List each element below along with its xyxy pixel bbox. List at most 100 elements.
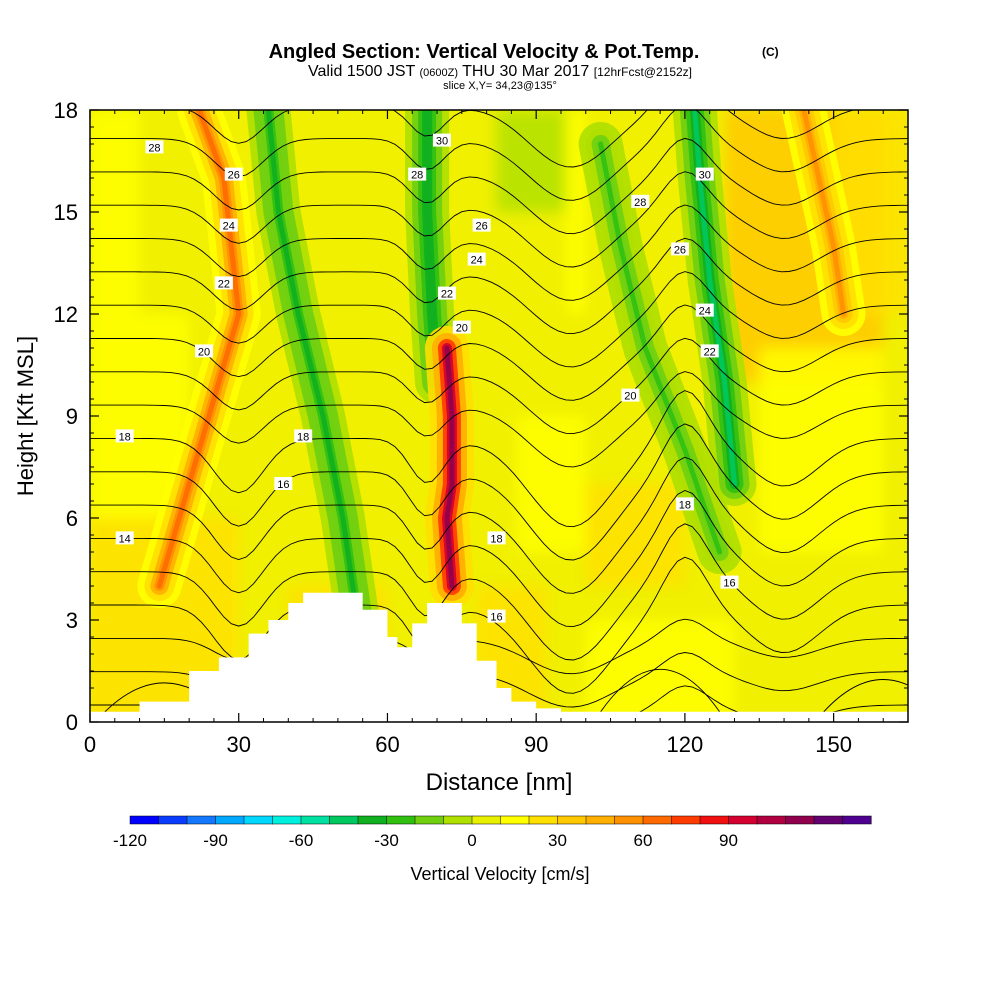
velocity-band-layer: [265, 110, 361, 623]
isentrope-label: 22: [437, 286, 456, 301]
colorbar-swatch: [642, 815, 673, 825]
colorbar-tick-label: 30: [548, 831, 567, 850]
y-tick-label: 18: [54, 98, 78, 123]
isentrope-line: [90, 271, 908, 368]
isentrope-label-bg: [214, 276, 233, 290]
isentrope-label: 18: [675, 497, 694, 511]
valid-time-line: Valid 1500 JST (0600Z) THU 30 Mar 2017 […: [308, 63, 692, 80]
isentrope-label-text: 20: [198, 346, 210, 358]
x-tick-label: 30: [226, 732, 250, 757]
colorbar-swatch: [186, 815, 217, 825]
velocity-patch: [585, 484, 685, 586]
colorbar-swatch: [471, 815, 502, 825]
colorbar-swatch: [300, 815, 331, 825]
isentrope-label-bg: [274, 477, 293, 490]
isentrope-line: [90, 423, 908, 561]
y-tick-label: 0: [66, 710, 78, 735]
colorbar-swatch: [756, 815, 787, 825]
isentrope-line: [90, 171, 908, 268]
colorbar-swatch: [842, 815, 872, 825]
isentrope-label-text: 16: [277, 479, 289, 491]
isentrope-label-text: 28: [148, 142, 160, 154]
colorbar-tick-label: -90: [203, 831, 228, 850]
colorbar-swatch: [443, 815, 473, 825]
isentrope-label: 24: [467, 252, 486, 267]
isentrope-line: [600, 668, 720, 713]
isentrope-labels: 28 26 24 22 20 18 18 16 14 30 28 26 24 22 20 18 16 30 28 26…: [115, 133, 739, 624]
y-tick-label: 9: [66, 404, 78, 429]
isentrope-label-text: 30: [436, 136, 448, 148]
colorbar-tick-label: -60: [289, 831, 314, 850]
isentrope-label-text: 26: [228, 170, 240, 182]
isentrope-line: [90, 371, 908, 468]
isentrope-line: [90, 337, 908, 435]
isentrope-label: 20: [195, 344, 214, 358]
isentrope-label: 28: [145, 140, 164, 154]
colorbar-swatch: [500, 815, 530, 825]
isentrope-label: 16: [720, 575, 739, 590]
isentrope-label-text: 28: [634, 197, 646, 209]
colorbar-swatch: [329, 815, 359, 825]
colorbar-swatch: [528, 815, 559, 825]
chart-title-mark: (C): [762, 45, 779, 59]
isentrope-label-text: 24: [699, 306, 711, 318]
isentrope-label-text: 26: [674, 244, 686, 256]
negative-velocity-band: [578, 122, 742, 574]
isentrope-label-bg: [695, 303, 714, 317]
isentrope-label-text: 18: [490, 533, 502, 545]
colorbar-tick-label: 60: [634, 831, 653, 850]
isentrope-label: 30: [695, 167, 714, 182]
y-tick-label: 15: [54, 200, 78, 225]
isentrope-line: [90, 523, 908, 661]
isentrope-label-text: 20: [456, 323, 468, 335]
isentrope-line: [90, 490, 908, 628]
isentrope-label-bg: [700, 344, 719, 358]
x-axis-label: Distance [nm]: [426, 769, 573, 796]
velocity-patch: [759, 348, 884, 552]
terrain-mask: [90, 592, 908, 722]
isentrope-label-bg: [487, 531, 506, 545]
colorbar-swatch: [785, 815, 815, 825]
isentrope-line: [90, 237, 908, 335]
velocity-band-layer: [598, 141, 723, 555]
colorbar-swatch: [272, 815, 302, 825]
positive-velocity-band: [424, 326, 474, 608]
isentrope-label: 22: [214, 276, 233, 290]
x-tick-label: 90: [524, 732, 548, 757]
colorbar-swatch: [699, 815, 730, 825]
isentrope-label-text: 22: [441, 289, 453, 301]
colorbar-swatch: [129, 815, 160, 825]
isentrope-label-text: 18: [297, 431, 309, 443]
colorbar-swatch: [585, 815, 616, 825]
y-tick-label: 3: [66, 608, 78, 633]
isentrope-label-text: 28: [411, 170, 423, 182]
isentrope-label-bg: [432, 133, 451, 147]
colorbar-swatch: [557, 815, 587, 825]
colorbar-tick-label: -120: [113, 831, 147, 850]
velocity-band-layer: [692, 110, 737, 487]
colorbar-tick-label: -30: [374, 831, 399, 850]
x-tick-label: 60: [375, 732, 399, 757]
isentrope-label-bg: [219, 218, 238, 232]
isentrope-label: 24: [219, 218, 238, 233]
isentrope-label: 22: [700, 344, 719, 358]
y-axis-ticks: 0 3 6 9 12 15 18: [54, 98, 908, 735]
isentrope-label-bg: [621, 388, 640, 402]
isentrope-label: 28: [408, 167, 427, 182]
velocity-patch: [496, 110, 566, 212]
isentrope-label: 20: [452, 320, 471, 335]
colorbar-swatch: [728, 815, 758, 825]
isentrope-label-bg: [145, 140, 164, 154]
isentrope-label-text: 20: [624, 391, 636, 403]
isentrope-label: 28: [631, 194, 650, 209]
isentrope-label-text: 24: [471, 255, 483, 267]
isentrope-line: [187, 110, 856, 168]
isentrope-label-bg: [670, 242, 689, 256]
velocity-band-layer: [444, 345, 455, 589]
colorbar-tick-label: 0: [467, 831, 476, 850]
isentrope-label-bg: [115, 531, 134, 545]
isentrope-label-bg: [437, 286, 456, 300]
isentrope-line: [90, 137, 908, 235]
colorbar-swatch: [813, 815, 844, 825]
